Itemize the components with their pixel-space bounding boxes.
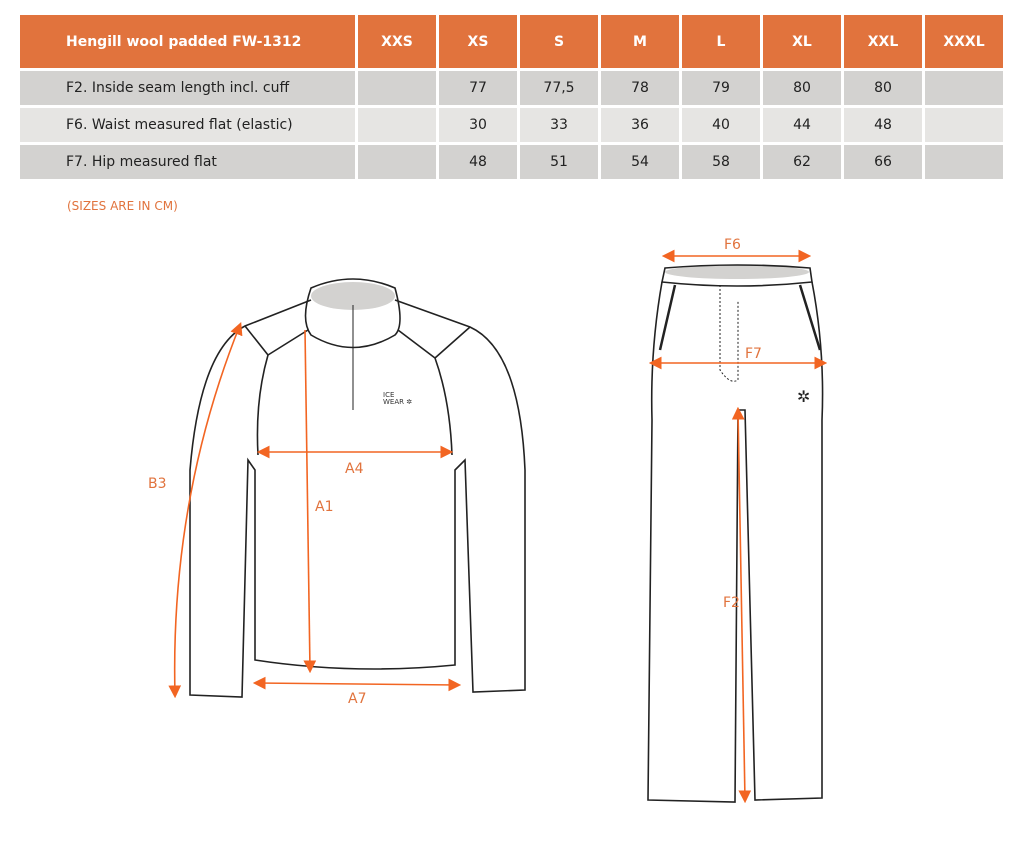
size-header-xs: XS	[439, 15, 517, 68]
table-cell: 66	[844, 145, 922, 179]
table-cell: 33	[520, 108, 598, 142]
svg-text:✲: ✲	[797, 387, 810, 406]
table-cell: 36	[601, 108, 679, 142]
table-title: Hengill wool padded FW-1312	[20, 15, 355, 68]
size-header-xxxl: XXXL	[925, 15, 1003, 68]
row-label: F2. Inside seam length incl. cuff	[20, 71, 355, 105]
pants-illustration	[647, 264, 824, 803]
table-row: F2. Inside seam length incl. cuff 77 77,5 7…	[20, 71, 1003, 105]
size-header-l: L	[682, 15, 760, 68]
size-header-xxs: XXS	[358, 15, 436, 68]
table-cell: 80	[844, 71, 922, 105]
label-f7: F7	[745, 346, 762, 362]
label-a1: A1	[315, 499, 333, 515]
size-header-m: M	[601, 15, 679, 68]
table-cell: 51	[520, 145, 598, 179]
top-illustration	[189, 278, 526, 698]
label-a4: A4	[345, 461, 364, 477]
table-cell: 58	[682, 145, 760, 179]
size-header-xl: XL	[763, 15, 841, 68]
label-f2: F2	[723, 595, 740, 611]
row-label: F6. Waist measured flat (elastic)	[20, 108, 355, 142]
size-header-s: S	[520, 15, 598, 68]
table-cell: 78	[601, 71, 679, 105]
table-cell: 54	[601, 145, 679, 179]
table-cell	[925, 145, 1003, 179]
table-cell	[358, 145, 436, 179]
row-label: F7. Hip measured flat	[20, 145, 355, 179]
table-cell	[925, 108, 1003, 142]
table-cell: 48	[439, 145, 517, 179]
table-cell	[358, 108, 436, 142]
table-cell: 40	[682, 108, 760, 142]
label-a7: A7	[348, 691, 366, 707]
table-row: F7. Hip measured flat 48 51 54 58 62 66	[20, 145, 1003, 179]
table-cell: 44	[763, 108, 841, 142]
svg-text:WEAR ✲: WEAR ✲	[383, 398, 412, 406]
table-cell: 62	[763, 145, 841, 179]
table-cell	[925, 71, 1003, 105]
units-note: (SIZES ARE IN CM)	[67, 199, 178, 213]
table-cell: 77	[439, 71, 517, 105]
measurement-arrows	[168, 249, 828, 804]
size-header-xxl: XXL	[844, 15, 922, 68]
table-row: F6. Waist measured flat (elastic) 30 33 36 4…	[20, 108, 1003, 142]
table-cell: 48	[844, 108, 922, 142]
table-cell: 77,5	[520, 71, 598, 105]
table-cell: 79	[682, 71, 760, 105]
size-chart-table: Hengill wool padded FW-1312 XXS XS S M L XL XX…	[17, 12, 1006, 182]
table-cell: 30	[439, 108, 517, 142]
table-cell	[358, 71, 436, 105]
ice-wear-logo: ICE	[383, 391, 394, 399]
label-f6: F6	[724, 237, 741, 253]
table-cell: 80	[763, 71, 841, 105]
label-b3: B3	[148, 476, 167, 492]
